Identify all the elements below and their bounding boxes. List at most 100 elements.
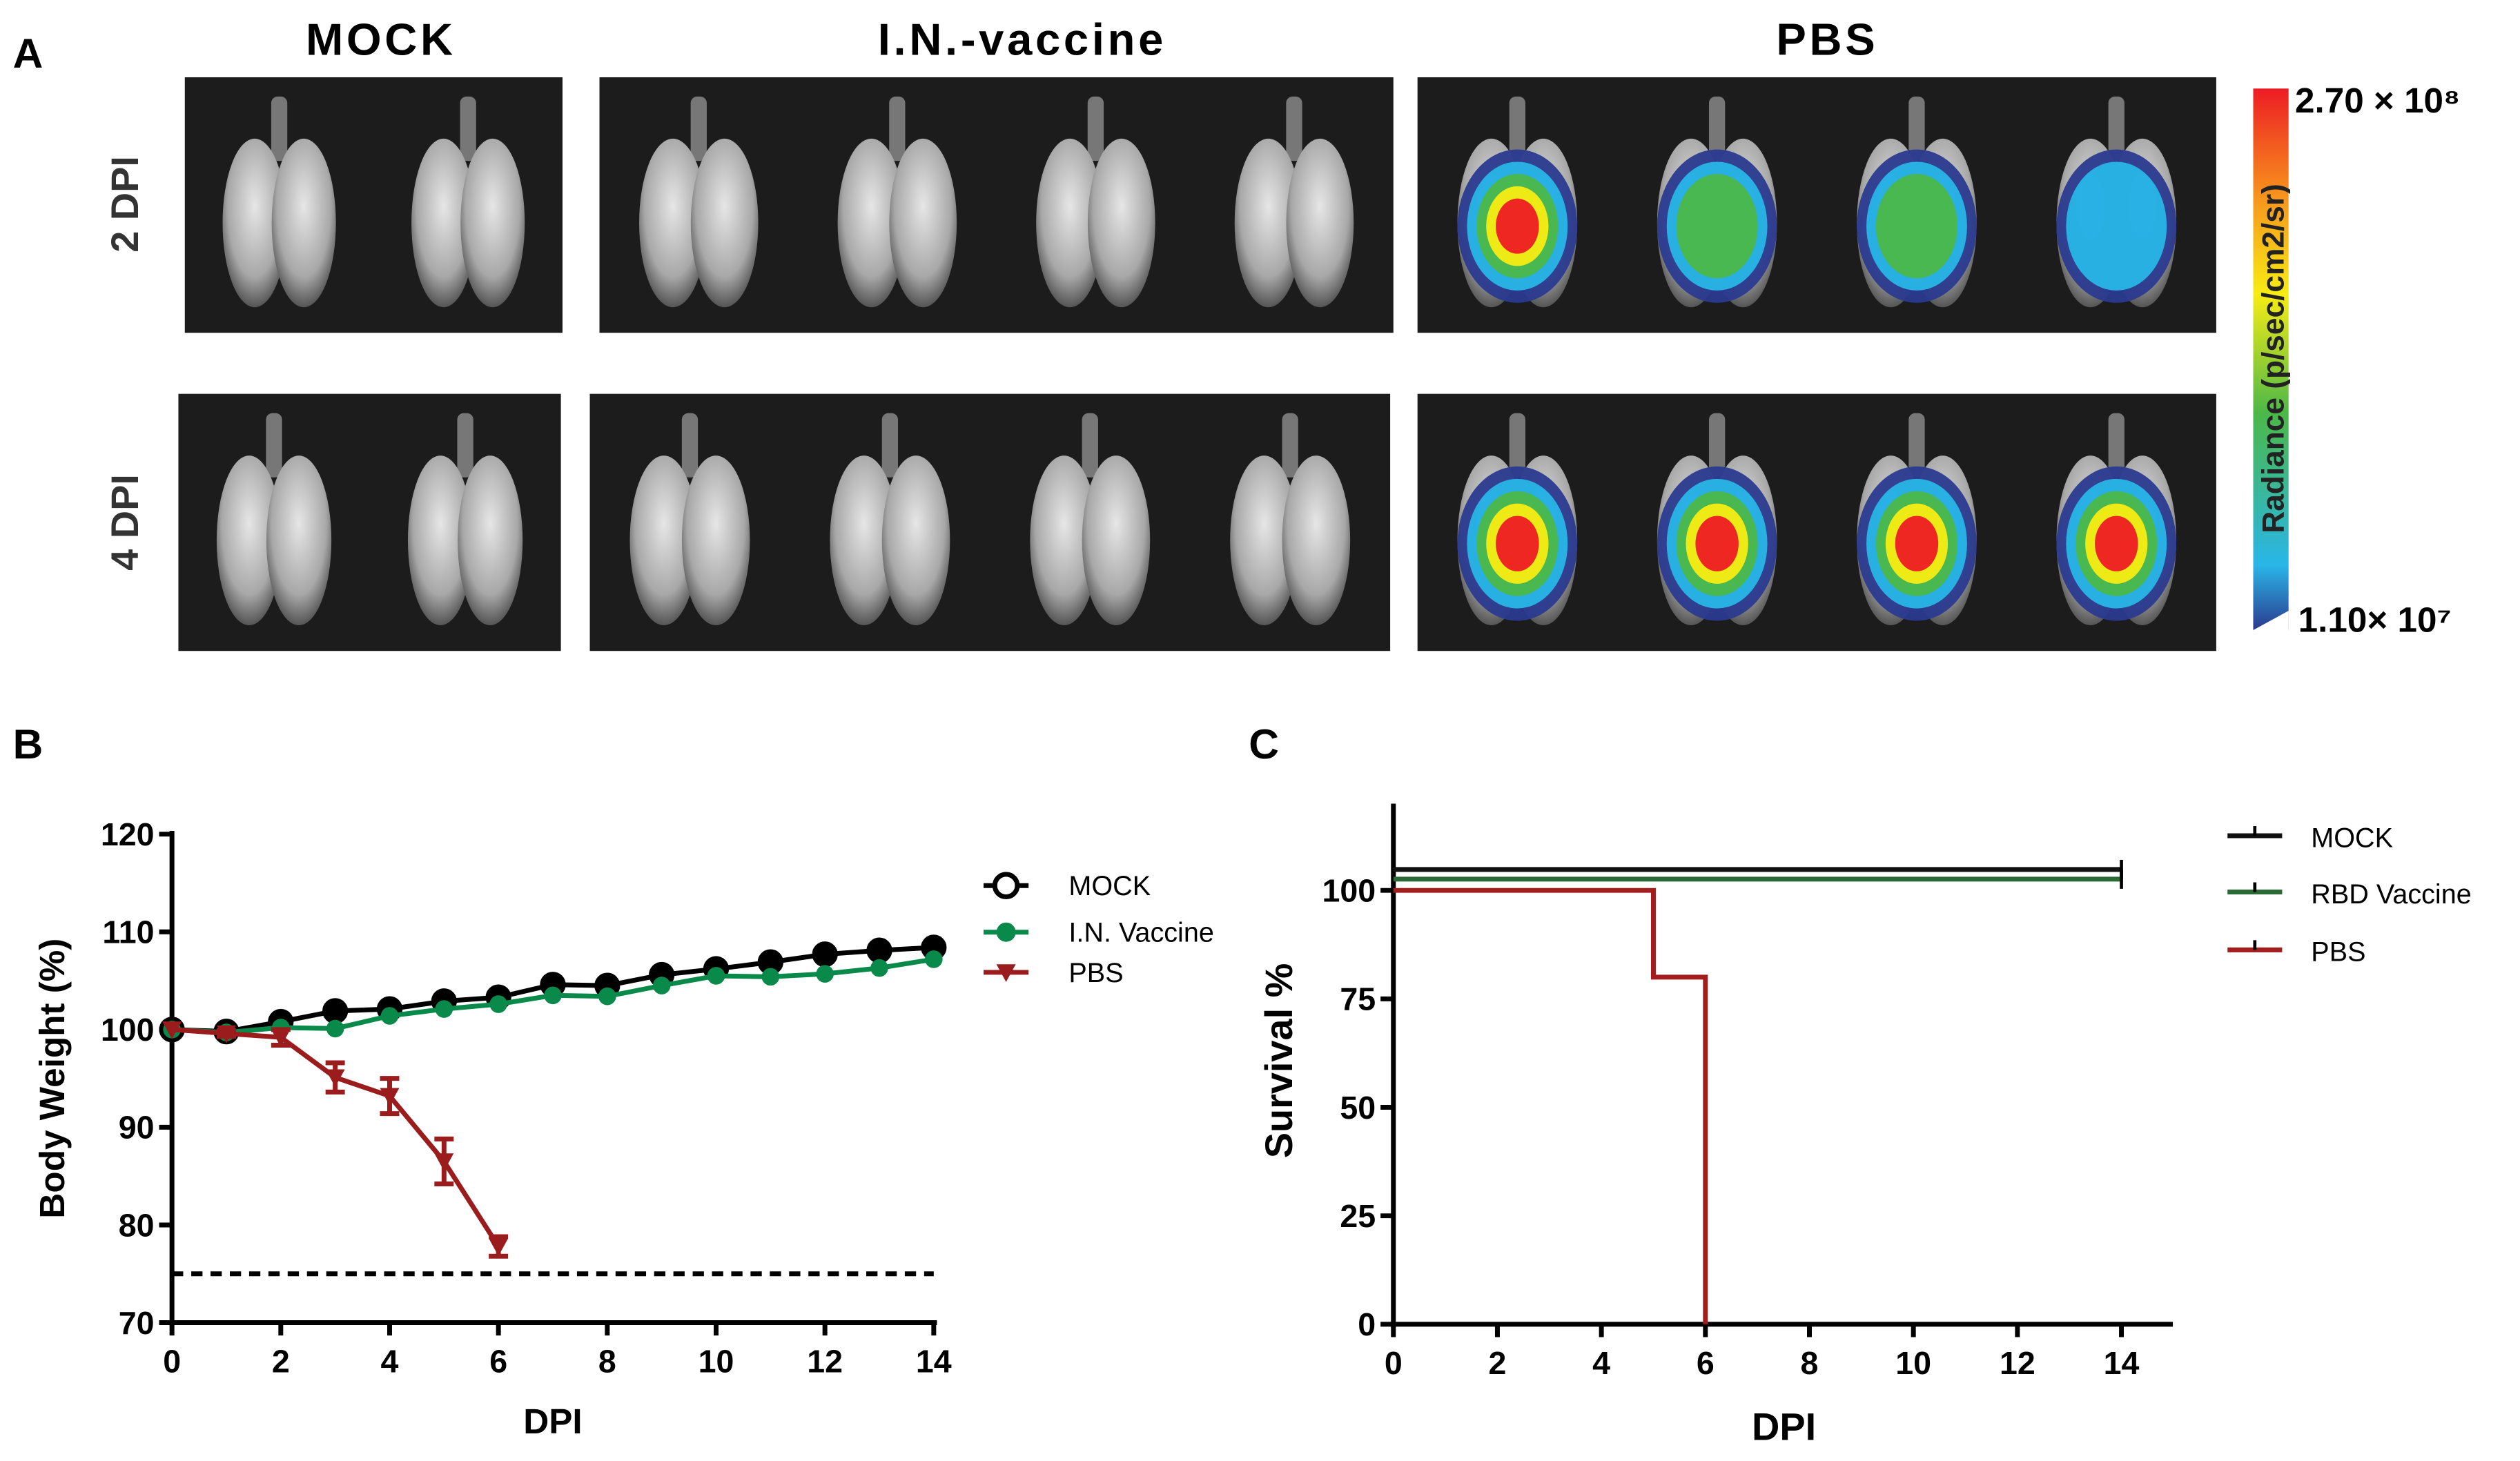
data-point [870,959,888,977]
x-tick-label: 8 [1801,1345,1819,1381]
x-tick-label: 0 [163,1344,181,1380]
data-point [812,941,838,968]
signal-blob [1496,198,1539,254]
data-point [598,987,616,1006]
lung [1857,96,1977,308]
lung-lobe [222,138,287,308]
data-point [325,1069,345,1088]
column-header-mock: MOCK [306,14,456,64]
colorbar-min-label: 1.10× 10⁷ [2298,600,2452,639]
data-point [489,995,507,1013]
data-point [816,965,834,983]
lung-lobe [266,455,332,625]
data-point [326,1019,344,1038]
x-tick-label: 4 [1592,1345,1610,1381]
lung-lobe [1234,138,1302,308]
colorbar-label: Radiance (p/sec/cm2/sr) [2257,184,2291,533]
y-tick-label: 100 [101,1012,155,1048]
legend-marker [996,922,1016,942]
trachea [1908,96,1925,161]
column-header-pbs: PBS [1776,14,1878,64]
lung [1030,413,1151,625]
legend-label: PBS [2311,937,2365,968]
trachea [2108,413,2125,478]
trachea [266,413,282,478]
row-label-2dpi: 2 DPI [103,156,146,253]
x-tick-label: 2 [272,1344,290,1380]
legend-label: PBS [1068,958,1123,988]
lung [222,96,336,308]
panel-label-c: C [1249,720,1279,767]
y-tick-label: 90 [119,1110,155,1146]
trachea [1087,96,1104,161]
lung-lobe [1087,138,1155,308]
lung-lobe [411,138,476,308]
trachea [690,96,707,161]
colorbar [2253,88,2289,630]
lung [1657,96,1777,308]
survival-chart: 0 2 4 6 8 10 12 14 0 25 50 75 100 MOCK RBD Vaccine PBS [1322,803,2472,1381]
lung-lobe [690,138,759,308]
legend-label: RBD Vaccine [2311,879,2471,910]
lung-lobe [1036,138,1104,308]
signal-blob [1676,174,1758,279]
lung [1457,413,1578,625]
signal-blob [1895,516,1939,571]
lung [1857,413,1977,625]
data-point [925,950,943,968]
trachea [1908,413,1925,478]
lung-lobe [460,138,525,308]
lung-lobe [1082,455,1151,625]
lung [2056,413,2177,625]
x-tick-label: 12 [2000,1345,2035,1381]
row-label-4dpi: 4 DPI [103,474,146,571]
x-tick-label: 4 [381,1344,399,1380]
legend-label: MOCK [1068,871,1151,901]
data-point [380,1007,399,1025]
lung-lobe [837,138,906,308]
x-tick-label: 6 [489,1344,507,1380]
data-point [435,1000,453,1018]
lung-lobe [681,455,750,625]
lung-lobe [629,455,699,625]
y-tick-label: 0 [1358,1306,1376,1342]
signal-blob [2066,161,2167,291]
lung [837,96,957,308]
lung [1234,96,1354,308]
legend-label: MOCK [2311,823,2393,853]
x-tick-label: 0 [1385,1345,1403,1381]
trachea [1709,96,1726,161]
legend-marker [996,964,1016,982]
x-tick-label: 10 [1895,1345,1931,1381]
y-tick-label: 50 [1340,1090,1376,1126]
legend-label: I.N. Vaccine [1068,918,1213,948]
lung-lobe [1230,455,1298,625]
data-point [217,1025,236,1043]
data-point [866,937,892,963]
signal-blob [1875,174,1957,279]
chart-b-ylabel: Body Weight (%) [32,939,72,1219]
trachea [881,413,899,478]
panel-label-a: A [13,30,43,77]
data-point [489,1238,509,1257]
lung [411,96,525,308]
y-tick-label: 70 [119,1305,155,1341]
lung-lobe [271,138,336,308]
y-tick-label: 25 [1340,1198,1376,1234]
trachea [271,96,288,161]
trachea [1509,413,1525,478]
x-tick-label: 10 [699,1344,734,1380]
signal-blob [1496,516,1539,571]
lung [1457,96,1578,308]
lung-lobe [1286,138,1354,308]
lung [830,413,950,625]
data-point [271,1029,291,1048]
data-point [380,1088,400,1106]
signal-blob [2095,516,2138,571]
imaging-panels [178,77,2216,651]
survival-curve-pbs [1393,888,1708,1324]
lung-lobe [1282,455,1351,625]
data-point [434,1153,454,1171]
lung [1036,96,1155,308]
column-header-vaccine: I.N.-vaccine [878,14,1166,64]
